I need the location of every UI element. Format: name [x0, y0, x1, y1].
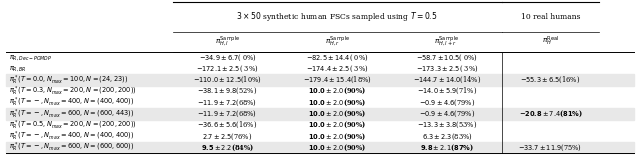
Text: $\pi_R^*(T{=}-, N_{max}{=}600, N{=}(600,443))$: $\pi_R^*(T{=}-, N_{max}{=}600, N{=}(600,… — [9, 107, 134, 121]
Text: $\pi_R^*(T{=}0.3, N_{max}{=}200, N{=}(200,200))$: $\pi_R^*(T{=}0.3, N_{max}{=}200, N{=}(20… — [9, 85, 136, 98]
Bar — [6, 108, 634, 120]
Text: $-36.6\pm 5.6$(16%): $-36.6\pm 5.6$(16%) — [197, 120, 258, 130]
Text: $\mathbf{10.0}\pm 2.0$(90%): $\mathbf{10.0}\pm 2.0$(90%) — [308, 86, 366, 96]
Text: $-58.7\pm 10.5$( 0%): $-58.7\pm 10.5$( 0%) — [416, 52, 478, 62]
Text: $-110.0\pm 12.5$(10%): $-110.0\pm 12.5$(10%) — [193, 75, 262, 85]
Text: $-173.3\pm 2.5$( 3%): $-173.3\pm 2.5$( 3%) — [416, 63, 478, 74]
Text: $\mathbf{-20.8}\pm 7.4$($\mathbf{81\%}$): $\mathbf{-20.8}\pm 7.4$($\mathbf{81\%}$) — [518, 109, 582, 119]
Text: $\mathbf{9.5}\pm 2.2$(84%): $\mathbf{9.5}\pm 2.2$(84%) — [201, 143, 254, 153]
Bar — [6, 74, 634, 86]
Text: $\pi_R^*(T{=}-, N_{max}{=}400, N{=}(400,400))$: $\pi_R^*(T{=}-, N_{max}{=}400, N{=}(400,… — [9, 96, 134, 109]
Text: $\mathbf{10.0}\pm 2.0$(90%): $\mathbf{10.0}\pm 2.0$(90%) — [308, 97, 366, 108]
Text: $\pi_{R,Dec-POMDP}$: $\pi_{R,Dec-POMDP}$ — [9, 53, 52, 62]
Text: $\pi_{H}^{\mathrm{Real}}$: $\pi_{H}^{\mathrm{Real}}$ — [542, 35, 559, 49]
Text: $\pi_{H,l}^{\mathrm{Sample}}$: $\pi_{H,l}^{\mathrm{Sample}}$ — [215, 35, 240, 49]
Text: $6.3\pm 2.3$(83%): $6.3\pm 2.3$(83%) — [422, 131, 472, 142]
Text: $-13.3\pm 3.8$(53%): $-13.3\pm 3.8$(53%) — [417, 120, 477, 130]
Bar — [6, 142, 634, 153]
Text: $\pi_{R,BR}$: $\pi_{R,BR}$ — [9, 64, 26, 73]
Text: $\mathbf{10.0}\pm 2.0$(90%): $\mathbf{10.0}\pm 2.0$(90%) — [308, 131, 366, 142]
Text: $-0.9\pm 4.6$(79%): $-0.9\pm 4.6$(79%) — [419, 97, 475, 108]
Text: $-38.1\pm 9.8$(52%): $-38.1\pm 9.8$(52%) — [197, 86, 258, 96]
Text: 10 real humans: 10 real humans — [521, 13, 580, 21]
Text: $-11.9\pm 7.2$(68%): $-11.9\pm 7.2$(68%) — [198, 109, 257, 119]
Text: $\pi_{H,r}^{\mathrm{Sample}}$: $\pi_{H,r}^{\mathrm{Sample}}$ — [324, 35, 350, 49]
Text: $-179.4\pm 15.4$(18%): $-179.4\pm 15.4$(18%) — [303, 75, 372, 85]
Text: $-11.9\pm 7.2$(68%): $-11.9\pm 7.2$(68%) — [198, 97, 257, 108]
Text: $\pi_{H,l+r}^{\mathrm{Sample}}$: $\pi_{H,l+r}^{\mathrm{Sample}}$ — [435, 35, 460, 49]
Text: $3 \times 50$ synthetic human FSCs sampled using $T = 0.5$: $3 \times 50$ synthetic human FSCs sampl… — [236, 10, 438, 23]
Text: $\mathbf{10.0}\pm 2.0$(90%): $\mathbf{10.0}\pm 2.0$(90%) — [308, 120, 366, 130]
Text: $-34.9\pm 6.7$( 0%): $-34.9\pm 6.7$( 0%) — [198, 52, 257, 62]
Text: $-55.3\pm 6.5$(16%): $-55.3\pm 6.5$(16%) — [520, 75, 580, 85]
Text: $\pi_R^*(T{=}0.5, N_{max}{=}200, N{=}(200,200))$: $\pi_R^*(T{=}0.5, N_{max}{=}200, N{=}(20… — [9, 119, 136, 132]
Text: $-82.5\pm 14.4$( 0%): $-82.5\pm 14.4$( 0%) — [306, 52, 369, 62]
Text: $-14.0\pm 5.9$(71%): $-14.0\pm 5.9$(71%) — [417, 86, 477, 96]
Text: $-174.4\pm 2.5$( 3%): $-174.4\pm 2.5$( 3%) — [306, 63, 369, 74]
Text: $\pi_R^*(T{=}-, N_{max}{=}600, N{=}(600,600))$: $\pi_R^*(T{=}-, N_{max}{=}600, N{=}(600,… — [9, 141, 134, 154]
Text: $\mathbf{9.8}\pm 2.1$($\mathbf{87\%}$): $\mathbf{9.8}\pm 2.1$($\mathbf{87\%}$) — [420, 143, 474, 153]
Text: $2.7\pm 2.5$(76%): $2.7\pm 2.5$(76%) — [202, 131, 253, 142]
Text: $\mathbf{10.0}\pm 2.0$(90%): $\mathbf{10.0}\pm 2.0$(90%) — [308, 143, 366, 153]
Text: $-33.7\pm 11.9$(75%): $-33.7\pm 11.9$(75%) — [518, 143, 582, 153]
Text: $\pi_R^*(T{=}0.0, N_{max}{=}100, N{=}(24,23))$: $\pi_R^*(T{=}0.0, N_{max}{=}100, N{=}(24… — [9, 73, 128, 87]
Text: $\mathbf{10.0}\pm 2.0$(90%): $\mathbf{10.0}\pm 2.0$(90%) — [308, 109, 366, 119]
Text: $-0.9\pm 4.6$(79%): $-0.9\pm 4.6$(79%) — [419, 109, 475, 119]
Text: $-172.1\pm 2.5$( 3%): $-172.1\pm 2.5$( 3%) — [196, 63, 259, 74]
Text: $-144.7\pm 14.0$(14%): $-144.7\pm 14.0$(14%) — [413, 75, 481, 85]
Text: $\pi_R^*(T{=}-, N_{max}{=}400, N{=}(400,400))$: $\pi_R^*(T{=}-, N_{max}{=}400, N{=}(400,… — [9, 130, 134, 143]
